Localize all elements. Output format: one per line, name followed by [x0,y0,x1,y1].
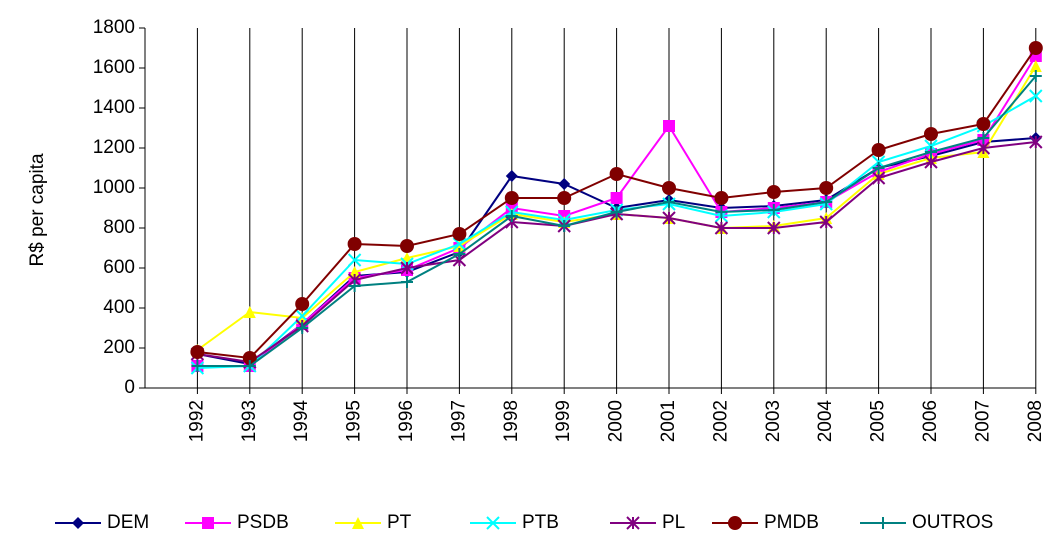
marker [820,196,833,208]
legend-label: PT [387,512,412,533]
x-tick-label: 2001 [658,400,679,442]
marker [190,345,205,359]
x-tick-label: 2000 [606,400,627,442]
marker [400,239,414,253]
marker [504,191,519,205]
marker [663,196,675,208]
marker [352,517,364,529]
x-tick-label: 2003 [763,400,784,442]
series [190,41,1043,365]
marker [242,351,257,365]
y-tick-label: 200 [103,337,135,358]
marker [295,297,310,311]
x-tick-label: 2008 [1025,400,1046,442]
marker [767,221,781,235]
marker [400,261,414,275]
y-tick-label: 800 [103,217,135,238]
y-tick-label: 0 [124,377,135,398]
marker [767,204,780,216]
marker [557,191,572,205]
marker [877,517,889,529]
x-tick-label: 1992 [186,400,207,442]
marker [347,253,362,267]
marker [558,220,571,232]
x-tick-label: 2007 [972,400,993,442]
x-tick-label: 2006 [920,400,941,442]
x-tick-label: 1999 [553,400,574,442]
marker [662,181,676,195]
marker [872,162,885,174]
x-tick-label: 1993 [239,400,260,442]
marker [453,248,466,260]
marker [715,206,728,218]
marker [871,143,886,157]
marker [401,276,413,288]
marker [348,266,361,278]
x-tick-label: 1997 [448,400,469,442]
x-tick-label: 1998 [501,400,522,442]
marker [243,360,256,372]
marker [714,191,729,205]
y-tick-label: 400 [103,297,135,318]
y-tick-label: 1400 [93,97,135,118]
marker [191,360,204,372]
marker [348,280,361,292]
marker [610,206,623,218]
marker [1029,70,1042,82]
marker [977,132,990,144]
x-tick-label: 2002 [710,400,731,442]
y-tick-label: 1200 [93,137,135,158]
marker [728,516,742,530]
legend-label: OUTROS [912,512,993,533]
marker [296,312,309,324]
marker [924,127,938,141]
marker [1029,135,1043,149]
marker [72,517,84,529]
marker [295,309,309,323]
marker [819,181,834,195]
marker [610,192,623,204]
legend-label: PSDB [237,512,289,533]
marker [1028,41,1043,55]
marker [976,117,991,131]
marker [714,221,729,235]
marker [662,211,676,225]
x-tick-label: 1996 [396,400,417,442]
marker [609,167,624,181]
marker [1029,60,1042,72]
marker [1029,89,1043,103]
marker [626,516,640,530]
marker [505,170,518,182]
x-tick-label: 1995 [344,400,365,442]
marker [925,146,937,158]
y-axis-label: R$ per capita [27,153,48,266]
y-tick-label: 1800 [93,17,135,38]
legend-label: PMDB [764,512,819,533]
marker [452,227,467,241]
marker [202,517,214,529]
marker [452,237,467,251]
marker [347,237,362,251]
series [191,70,1042,372]
x-tick-label: 2004 [815,400,836,443]
marker [819,215,833,229]
marker [453,240,466,252]
marker [296,322,309,334]
marker [663,120,675,132]
x-tick-label: 2005 [868,400,889,442]
x-tick-label: 1994 [291,400,312,443]
legend-label: DEM [107,512,149,533]
marker [505,210,518,222]
marker [243,306,256,318]
y-tick-label: 1600 [93,57,135,78]
marker [558,178,571,190]
marker [766,185,781,199]
legend-label: PTB [522,512,559,533]
y-tick-label: 600 [103,257,135,278]
marker [486,516,500,530]
y-tick-label: 1000 [93,177,135,198]
legend-label: PL [662,512,685,533]
